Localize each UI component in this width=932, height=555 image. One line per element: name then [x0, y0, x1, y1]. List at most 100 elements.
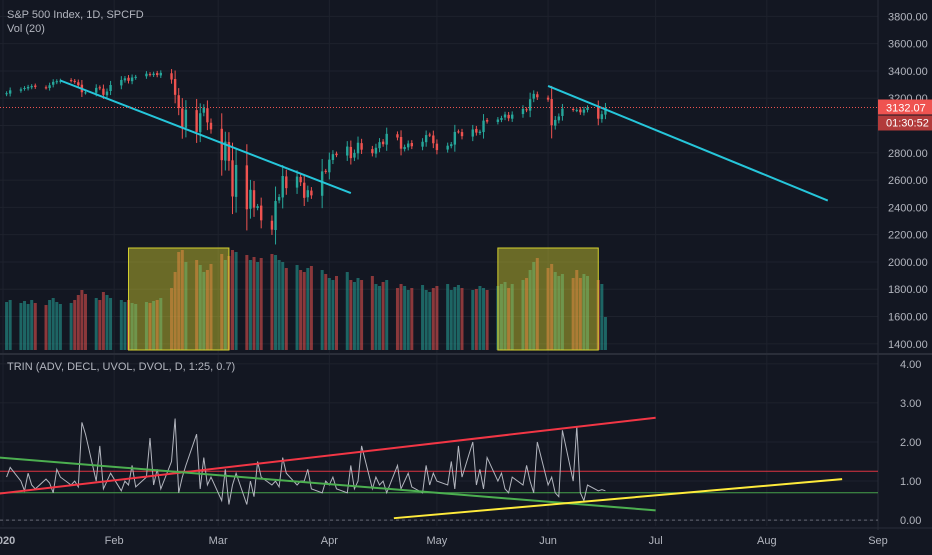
- candle-body[interactable]: [424, 135, 428, 143]
- candle-body[interactable]: [346, 146, 349, 156]
- candle-body[interactable]: [579, 109, 582, 113]
- candle-body[interactable]: [482, 120, 485, 133]
- candle-body[interactable]: [231, 160, 234, 197]
- candle-body[interactable]: [109, 84, 112, 92]
- candle-body[interactable]: [270, 220, 274, 230]
- candle-body[interactable]: [48, 85, 51, 88]
- candle-body[interactable]: [120, 79, 123, 86]
- candle-body[interactable]: [525, 109, 528, 111]
- candle-body[interactable]: [604, 107, 607, 115]
- candle-body[interactable]: [557, 116, 561, 121]
- candle-body[interactable]: [134, 76, 137, 78]
- candle-body[interactable]: [181, 108, 184, 129]
- candle-body[interactable]: [256, 206, 259, 209]
- candle-body[interactable]: [496, 119, 500, 122]
- candle-body[interactable]: [356, 142, 360, 154]
- candle-body[interactable]: [252, 190, 256, 208]
- candle-body[interactable]: [52, 81, 55, 85]
- candle-body[interactable]: [220, 128, 223, 161]
- candle-body[interactable]: [98, 87, 102, 89]
- candle-body[interactable]: [453, 131, 457, 145]
- candle-body[interactable]: [285, 176, 288, 189]
- candle-body[interactable]: [471, 129, 474, 137]
- candle-body[interactable]: [586, 107, 589, 110]
- candle-body[interactable]: [371, 149, 374, 154]
- candle-body[interactable]: [95, 87, 98, 93]
- candle-body[interactable]: [145, 73, 148, 77]
- candle-body[interactable]: [575, 110, 578, 112]
- volume-label[interactable]: Vol (20): [7, 23, 45, 35]
- trin-trendline-green[interactable]: [0, 456, 656, 512]
- candle-body[interactable]: [152, 73, 155, 76]
- candle-body[interactable]: [102, 88, 105, 95]
- candle-body[interactable]: [34, 85, 37, 87]
- candle-body[interactable]: [55, 81, 58, 83]
- candle-body[interactable]: [331, 154, 335, 161]
- candle-body[interactable]: [435, 143, 439, 151]
- candle-body[interactable]: [328, 159, 331, 173]
- candle-body[interactable]: [546, 97, 550, 100]
- candle-body[interactable]: [224, 141, 227, 161]
- candle-body[interactable]: [500, 118, 503, 120]
- candle-body[interactable]: [485, 120, 489, 122]
- candle-body[interactable]: [571, 109, 575, 111]
- price-trendline[interactable]: [60, 79, 352, 194]
- candle-body[interactable]: [249, 189, 252, 209]
- candle-body[interactable]: [69, 80, 73, 82]
- candle-body[interactable]: [353, 152, 356, 158]
- candle-body[interactable]: [457, 131, 460, 133]
- candle-body[interactable]: [507, 114, 510, 119]
- candle-body[interactable]: [123, 78, 127, 81]
- candle-body[interactable]: [421, 141, 424, 147]
- candle-body[interactable]: [536, 94, 539, 98]
- indicator-label[interactable]: TRIN (ADV, DECL, UVOL, DVOL, D, 1:25, 0.…: [7, 361, 236, 373]
- candle-body[interactable]: [159, 72, 162, 76]
- candle-body[interactable]: [550, 99, 553, 126]
- candle-body[interactable]: [385, 133, 388, 145]
- candle-body[interactable]: [77, 82, 80, 86]
- candle-body[interactable]: [597, 107, 600, 119]
- candle-body[interactable]: [432, 135, 435, 144]
- candle-body[interactable]: [511, 114, 514, 119]
- candle-body[interactable]: [177, 95, 180, 109]
- candle-body[interactable]: [148, 74, 152, 76]
- candle-body[interactable]: [450, 144, 453, 147]
- candle-body[interactable]: [23, 88, 26, 89]
- candle-body[interactable]: [360, 143, 363, 150]
- candle-body[interactable]: [195, 110, 198, 132]
- candle-body[interactable]: [335, 153, 338, 156]
- candle-body[interactable]: [561, 108, 564, 116]
- candle-body[interactable]: [407, 143, 410, 148]
- candle-body[interactable]: [410, 142, 414, 147]
- price-trendline[interactable]: [547, 85, 829, 202]
- candle-body[interactable]: [554, 119, 557, 126]
- highlight-box[interactable]: [128, 247, 230, 351]
- candle-body[interactable]: [202, 107, 206, 113]
- candle-body[interactable]: [130, 77, 134, 82]
- candle-body[interactable]: [582, 109, 586, 113]
- candle-body[interactable]: [26, 86, 30, 89]
- candle-body[interactable]: [532, 93, 535, 99]
- candle-body[interactable]: [320, 171, 324, 196]
- symbol-title[interactable]: S&P 500 Index, 1D, SPCFD: [7, 9, 144, 21]
- candle-body[interactable]: [227, 142, 231, 161]
- candle-body[interactable]: [310, 190, 313, 196]
- candle-body[interactable]: [277, 197, 281, 201]
- candle-body[interactable]: [245, 165, 249, 210]
- candle-body[interactable]: [173, 78, 177, 95]
- candle-body[interactable]: [105, 91, 109, 96]
- candle-body[interactable]: [299, 176, 302, 183]
- candle-body[interactable]: [478, 131, 482, 134]
- candle-body[interactable]: [209, 122, 213, 130]
- candle-body[interactable]: [295, 176, 299, 188]
- candle-body[interactable]: [600, 114, 604, 120]
- candle-body[interactable]: [8, 90, 12, 94]
- candle-body[interactable]: [381, 141, 385, 145]
- trin-trendline-yellow[interactable]: [393, 478, 843, 520]
- candle-body[interactable]: [349, 146, 353, 159]
- candle-body[interactable]: [399, 136, 403, 149]
- highlight-box[interactable]: [497, 247, 599, 351]
- candle-body[interactable]: [403, 146, 406, 150]
- candle-body[interactable]: [73, 80, 76, 82]
